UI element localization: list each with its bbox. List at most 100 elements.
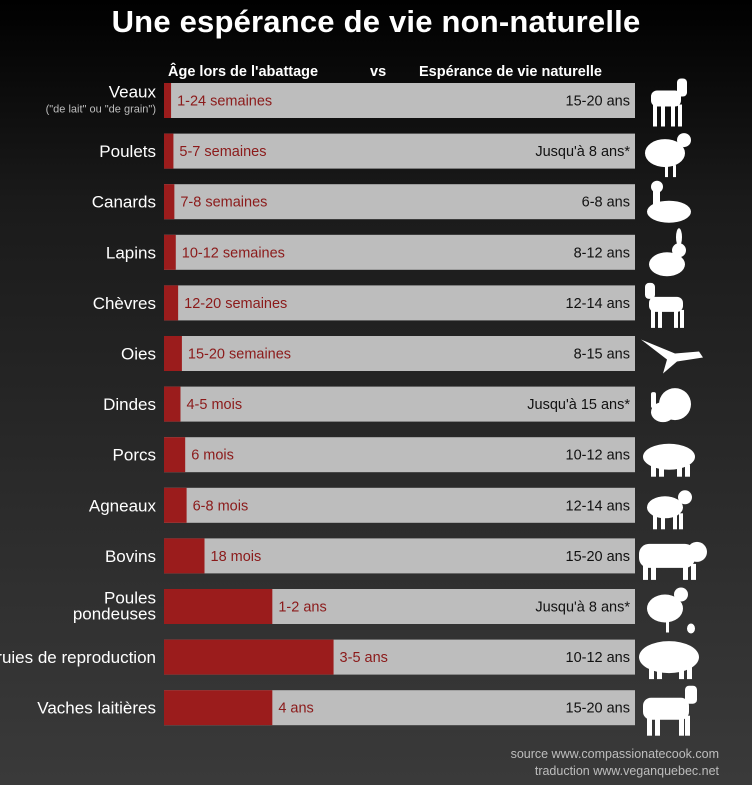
slaughter-age-label: 4-5 mois [186, 397, 242, 413]
calf-icon-body [651, 90, 681, 107]
chicken-icon [645, 133, 691, 178]
natural-lifespan-label: Jusqu'à 15 ans* [527, 397, 630, 413]
natural-lifespan-label: Jusqu'à 8 ans* [535, 600, 630, 616]
pig-icon-leg [651, 464, 656, 477]
slaughter-age-label: 10-12 semaines [182, 245, 285, 261]
pig-icon-leg [685, 464, 690, 477]
cattle-icon-body [639, 543, 695, 568]
animal-label: Agneaux [89, 496, 157, 515]
lifespan-bar [164, 285, 635, 321]
chicken-icon-head [677, 133, 691, 148]
slaughter-bar [164, 285, 179, 321]
goat-icon-leg [680, 309, 684, 328]
slaughter-age-label: 1-2 ans [278, 600, 326, 616]
slaughter-age-label: 6 mois [191, 448, 234, 464]
rabbit-icon [649, 228, 686, 277]
bar-row: 4-5 mois Jusqu'à 15 ans* Dindes [103, 386, 691, 423]
pig-icon-body [643, 443, 695, 470]
egg-icon [687, 623, 695, 634]
slaughter-bar [164, 83, 172, 118]
lifespan-bar [164, 487, 635, 523]
calf-icon [651, 78, 687, 127]
animal-label: Bovins [105, 547, 156, 566]
slaughter-age-label: 5-7 semaines [179, 144, 266, 160]
lifespan-bar [164, 336, 635, 371]
calf-icon-leg [661, 104, 665, 127]
lifespan-bar [164, 386, 635, 422]
natural-lifespan-label: 12-14 ans [566, 498, 631, 514]
calf-icon-leg [653, 104, 657, 127]
animal-label: Dindes [103, 395, 156, 414]
header-slaughter-age: Âge lors de l'abattage [168, 64, 319, 80]
slaughter-age-label: 15-20 semaines [188, 347, 291, 363]
pig-icon-leg [677, 464, 682, 477]
slaughter-bar [164, 639, 334, 675]
lifespan-bar [164, 437, 635, 473]
duck-icon [647, 180, 691, 223]
rabbit-icon-ear [676, 228, 682, 247]
goose-icon-body [641, 339, 703, 374]
slaughter-bar [164, 690, 273, 726]
cow-icon-leg [655, 715, 660, 736]
lifespan-bar [164, 538, 635, 574]
pig-icon-leg [659, 464, 664, 477]
natural-lifespan-label: 15-20 ans [566, 549, 631, 565]
goat-icon-leg [674, 309, 678, 328]
cattle-icon-leg [651, 563, 656, 580]
animal-label: Canards [92, 193, 156, 212]
goat-icon-head [645, 282, 655, 299]
animal-label: Poulets [99, 142, 156, 161]
sow-icon-leg [649, 667, 654, 680]
animal-label: Veaux [109, 83, 157, 102]
animal-label: Lapins [106, 243, 156, 262]
cow-icon-body [643, 697, 689, 720]
natural-lifespan-label: 15-20 ans [566, 94, 631, 110]
bar-row: 6 mois 10-12 ans Porcs [113, 437, 695, 477]
cattle-icon-leg [691, 563, 696, 580]
slaughter-bar [164, 437, 186, 473]
bar-row: 3-5 ans 10-12 ans Truies de reproduction [0, 639, 699, 680]
duck-icon-neck [653, 187, 660, 210]
cattle-icon-leg [683, 563, 688, 580]
animal-label: Poules [104, 589, 156, 608]
cattle-icon [639, 541, 707, 580]
bar-row: 10-12 semaines 8-12 ans Lapins [106, 228, 686, 277]
natural-lifespan-label: 8-12 ans [574, 245, 630, 261]
slaughter-bar [164, 336, 182, 371]
natural-lifespan-label: 15-20 ans [566, 701, 631, 717]
goat-icon-body [649, 296, 683, 312]
chart-title: Une espérance de vie non-naturelle [111, 4, 641, 39]
calf-icon-head [677, 78, 687, 97]
slaughter-bar [164, 234, 176, 270]
chicken-icon-leg [673, 165, 676, 178]
natural-lifespan-label: 10-12 ans [566, 448, 631, 464]
sow-icon [639, 641, 699, 680]
bar-row: 7-8 semaines 6-8 ans Canards [92, 180, 691, 223]
chicken-icon-body [645, 139, 685, 168]
bar-row: 1-24 semaines 15-20 ans Veaux ("de lait" ou… [46, 78, 687, 127]
calf-icon-leg [678, 104, 682, 127]
goat-icon-leg [658, 309, 662, 328]
lifespan-bar [164, 133, 635, 169]
natural-lifespan-label: 6-8 ans [582, 195, 630, 211]
slaughter-age-label: 7-8 semaines [180, 195, 267, 211]
header-natural-lifespan: Espérance de vie naturelle [419, 64, 602, 80]
natural-lifespan-label: 12-14 ans [566, 296, 631, 312]
animal-label: Porcs [113, 446, 156, 465]
rabbit-icon-head [672, 243, 686, 258]
lamb-icon-leg [679, 513, 683, 530]
sow-icon-leg [679, 667, 684, 680]
slaughter-bar [164, 133, 174, 169]
rabbit-icon-body [649, 252, 685, 277]
lamb-icon [647, 490, 692, 530]
natural-lifespan-label: 10-12 ans [566, 650, 631, 666]
slaughter-age-label: 6-8 mois [193, 498, 249, 514]
hen-icon [647, 587, 695, 634]
goat-icon [645, 282, 684, 328]
duck-icon-head [651, 180, 663, 193]
goose-icon [641, 339, 703, 374]
slaughter-age-label: 1-24 semaines [177, 94, 272, 110]
sow-icon-body [639, 641, 699, 674]
